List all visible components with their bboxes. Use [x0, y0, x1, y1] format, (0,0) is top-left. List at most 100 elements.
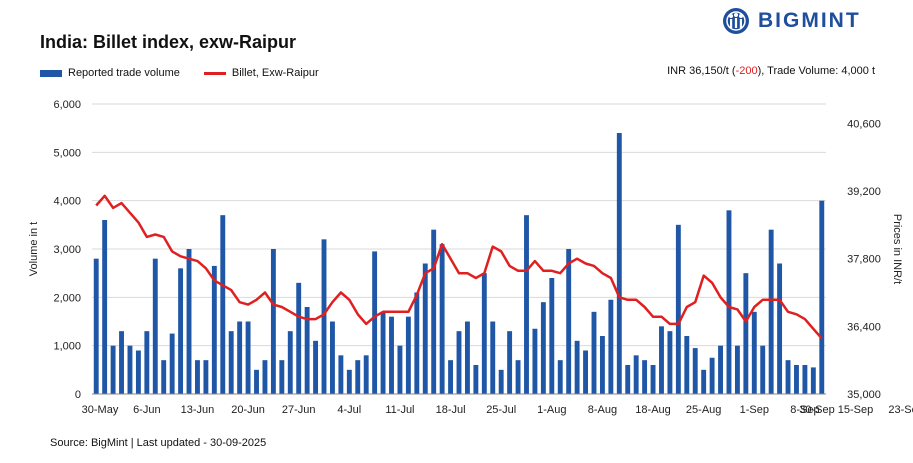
volume-bar	[557, 360, 563, 394]
volume-bar	[321, 239, 327, 394]
volume-bar	[414, 292, 420, 394]
volume-bar	[380, 311, 386, 394]
volume-bar	[228, 331, 234, 394]
volume-bar	[490, 321, 496, 394]
volume-bar	[540, 302, 546, 394]
volume-bar	[608, 299, 614, 394]
volume-bar	[245, 321, 251, 394]
volume-bar	[372, 251, 378, 394]
x-tick-label: 23-Sep	[888, 404, 913, 416]
volume-bar	[507, 331, 513, 394]
volume-bar	[330, 321, 335, 394]
x-tick-label: 11-Jul	[385, 404, 414, 416]
volume-bar	[93, 258, 99, 394]
summary-price: INR 36,150/t (	[667, 65, 736, 77]
volume-bar	[102, 220, 108, 394]
volume-bar	[633, 355, 639, 394]
volume-bar	[481, 273, 487, 394]
volume-bar	[270, 249, 276, 394]
volume-bar	[524, 215, 529, 394]
y2-tick-label: 37,800	[847, 254, 881, 266]
brand-logo: BIGMINT	[722, 6, 861, 36]
volume-bar	[734, 345, 740, 394]
volume-bar	[262, 360, 268, 394]
volume-bar	[448, 360, 454, 394]
volume-bar	[456, 331, 462, 394]
volume-bar	[616, 133, 622, 394]
x-tick-label: 18-Jul	[436, 404, 466, 416]
volume-bar	[515, 360, 521, 394]
summary-rest: ), Trade Volume: 4,000 t	[757, 65, 875, 77]
volume-bar	[692, 348, 698, 394]
volume-bar	[760, 345, 766, 394]
volume-bar	[203, 360, 209, 394]
price-line	[95, 194, 823, 340]
volume-bar	[186, 249, 192, 394]
volume-bar	[574, 340, 580, 394]
volume-bar	[287, 331, 293, 394]
summary-change: -200	[735, 65, 758, 77]
volume-bar	[178, 268, 184, 394]
y-tick-label: 6,000	[53, 99, 81, 111]
volume-bar	[726, 210, 732, 394]
x-tick-label: 6-Jun	[133, 404, 161, 416]
brand-name: BIGMINT	[758, 9, 861, 32]
volume-bar	[583, 350, 588, 394]
x-tick-label: 27-Jun	[282, 404, 316, 416]
x-tick-label: 20-Jun	[231, 404, 265, 416]
volume-bar	[473, 365, 479, 394]
volume-bar	[591, 311, 597, 394]
x-tick-label: 15-Sep	[838, 404, 873, 416]
volume-bar	[777, 263, 783, 394]
volume-bar	[422, 263, 428, 394]
x-tick-label: 25-Jul	[486, 404, 516, 416]
y-tick-label: 5,000	[53, 147, 81, 159]
legend-swatch-bar	[40, 69, 62, 77]
volume-bar	[405, 316, 411, 394]
volume-bar	[304, 307, 310, 394]
y-tick-label: 1,000	[53, 341, 81, 353]
volume-bar	[313, 340, 319, 394]
x-tick-label: 30-Sep	[799, 404, 834, 416]
x-tick-label: 1-Aug	[537, 404, 566, 416]
legend-label-price: Billet, Exw-Raipur	[231, 67, 319, 79]
y-axis-title: Volume in t	[28, 222, 40, 276]
volume-bar	[819, 200, 825, 394]
volume-bar	[625, 365, 631, 394]
price-summary: INR 36,150/t (-200), Trade Volume: 4,000…	[667, 65, 875, 77]
volume-bar	[254, 369, 259, 394]
volume-bar	[785, 360, 791, 394]
x-tick-label: 25-Aug	[686, 404, 721, 416]
volume-bar	[195, 360, 200, 394]
legend-label-volume: Reported trade volume	[68, 67, 180, 79]
volume-bar	[119, 331, 124, 394]
page-title: India: Billet index, exw-Raipur	[40, 32, 297, 52]
volume-bar	[127, 345, 133, 394]
x-tick-label: 30-May	[82, 404, 119, 416]
volume-bar	[659, 326, 664, 394]
volume-bar	[144, 331, 150, 394]
volume-bar	[810, 367, 816, 394]
legend-item-price: Billet, Exw-Raipur	[203, 67, 319, 79]
y-tick-label: 0	[75, 389, 81, 401]
brand-logo-icon	[723, 8, 749, 34]
volume-bar	[701, 369, 707, 394]
volume-bar	[296, 282, 302, 394]
volume-bar	[549, 278, 555, 394]
volume-bar	[389, 316, 394, 394]
volume-bar	[355, 360, 361, 394]
volume-bar	[743, 273, 749, 394]
y2-tick-label: 36,400	[847, 321, 881, 333]
volume-bar	[709, 357, 715, 394]
volume-bar	[684, 336, 690, 394]
volume-bar	[135, 350, 141, 394]
volume-bar	[397, 345, 403, 394]
volume-bar	[599, 336, 605, 394]
y-tick-label: 2,000	[53, 292, 81, 304]
y2-tick-label: 35,000	[847, 389, 881, 401]
volume-bar	[802, 365, 808, 394]
x-tick-label: 13-Jun	[181, 404, 215, 416]
volume-bar	[439, 244, 445, 394]
volume-bar	[532, 328, 538, 394]
